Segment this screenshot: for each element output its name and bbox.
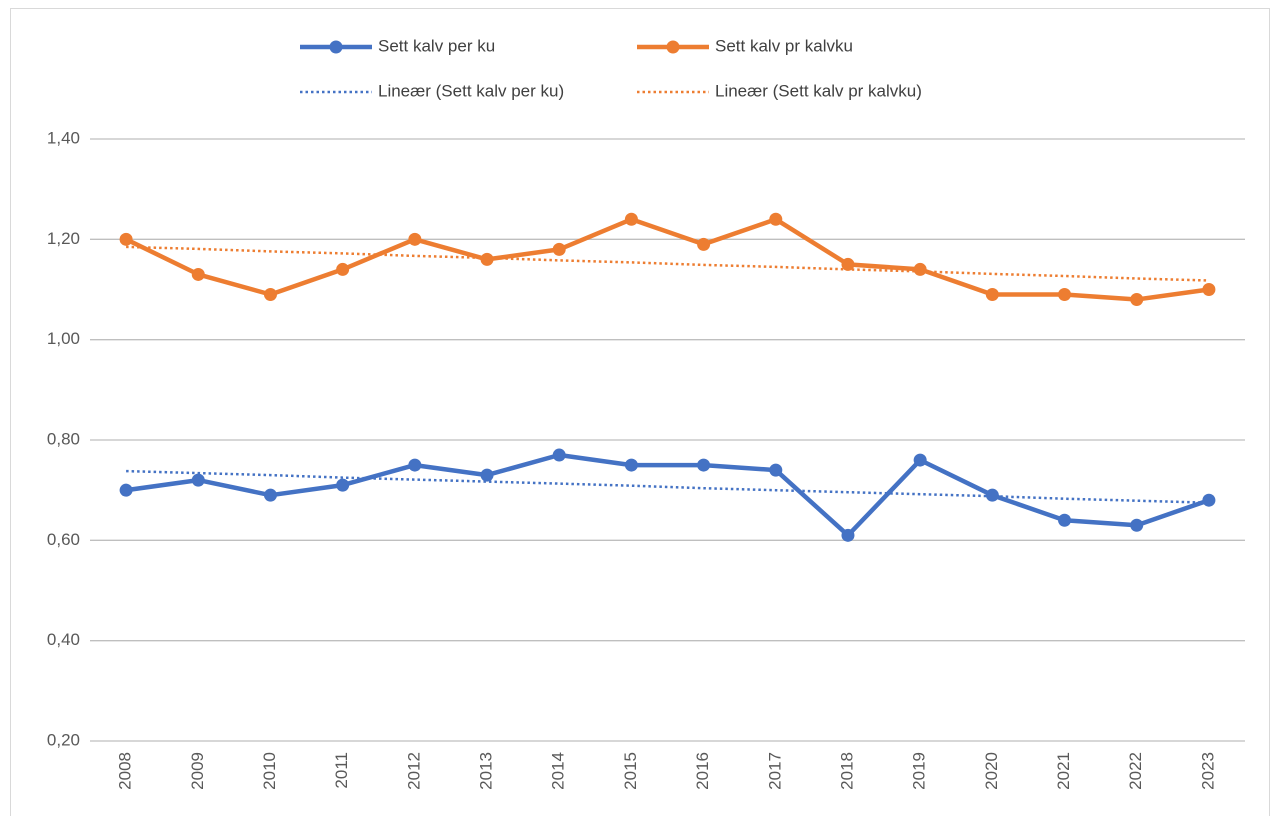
x-tick-label: 2016	[693, 752, 712, 790]
x-tick-label: 2022	[1126, 752, 1145, 790]
x-tick-label: 2008	[116, 752, 135, 790]
point	[263, 288, 277, 302]
point	[769, 212, 783, 226]
point	[841, 528, 855, 542]
point	[697, 458, 711, 472]
y-tick-label: 0,80	[47, 429, 80, 448]
x-tick-label: 2009	[188, 752, 207, 790]
point	[1058, 513, 1072, 527]
legend-label: Sett kalv pr kalvku	[715, 36, 853, 55]
legend: Sett kalv per ku Sett kalv pr kalvku Lineæ…	[300, 36, 922, 100]
point	[985, 488, 999, 502]
point	[336, 262, 350, 276]
trend-line	[126, 245, 1209, 282]
chart-border	[10, 8, 1270, 816]
x-tick-label: 2015	[621, 752, 640, 790]
x-tick-label: 2023	[1198, 752, 1217, 790]
x-tick-label: 2020	[982, 752, 1001, 790]
x-tick-label: 2013	[477, 752, 496, 790]
point	[336, 478, 350, 492]
point	[697, 237, 711, 251]
point	[1130, 518, 1144, 532]
series-line	[125, 452, 1210, 538]
point	[191, 473, 205, 487]
point	[480, 468, 494, 482]
y-tick-label: 0,20	[47, 730, 80, 749]
point	[913, 262, 927, 276]
point	[119, 232, 133, 246]
y-tick-label: 1,40	[47, 128, 80, 147]
x-tick-label: 2018	[837, 752, 856, 790]
point	[119, 483, 133, 497]
point	[552, 448, 566, 462]
point	[408, 232, 422, 246]
point	[1202, 493, 1216, 507]
x-tick-label: 2017	[765, 752, 784, 790]
point	[408, 458, 422, 472]
point	[624, 212, 638, 226]
x-tick-label: 2012	[404, 752, 423, 790]
x-tick-label: 2019	[910, 752, 929, 790]
y-tick-label: 0,60	[47, 530, 80, 549]
series-line	[125, 217, 1210, 302]
x-tick-label: 2010	[260, 752, 279, 790]
point	[1202, 283, 1216, 296]
point	[552, 242, 566, 256]
x-tick-label: 2014	[549, 752, 568, 790]
point	[263, 488, 277, 502]
point	[985, 288, 999, 302]
point	[624, 458, 638, 472]
y-tick-label: 1,20	[47, 229, 80, 248]
x-tick-label: 2021	[1054, 752, 1073, 790]
legend-label: Sett kalv per ku	[378, 36, 495, 55]
y-tick-label: 0,40	[47, 630, 80, 649]
y-tick-label: 1,00	[47, 329, 80, 348]
point	[1130, 293, 1144, 307]
point	[480, 252, 494, 266]
point	[191, 267, 205, 281]
point	[841, 257, 855, 271]
legend-marker	[666, 40, 680, 54]
legend-marker	[329, 40, 343, 54]
legend-label: Lineær (Sett kalv pr kalvku)	[715, 81, 922, 100]
x-tick-label: 2011	[332, 752, 351, 789]
legend-label: Lineær (Sett kalv per ku)	[378, 81, 564, 100]
point	[913, 453, 927, 467]
trend-line	[126, 469, 1209, 504]
point	[1058, 288, 1072, 302]
point	[769, 463, 783, 477]
